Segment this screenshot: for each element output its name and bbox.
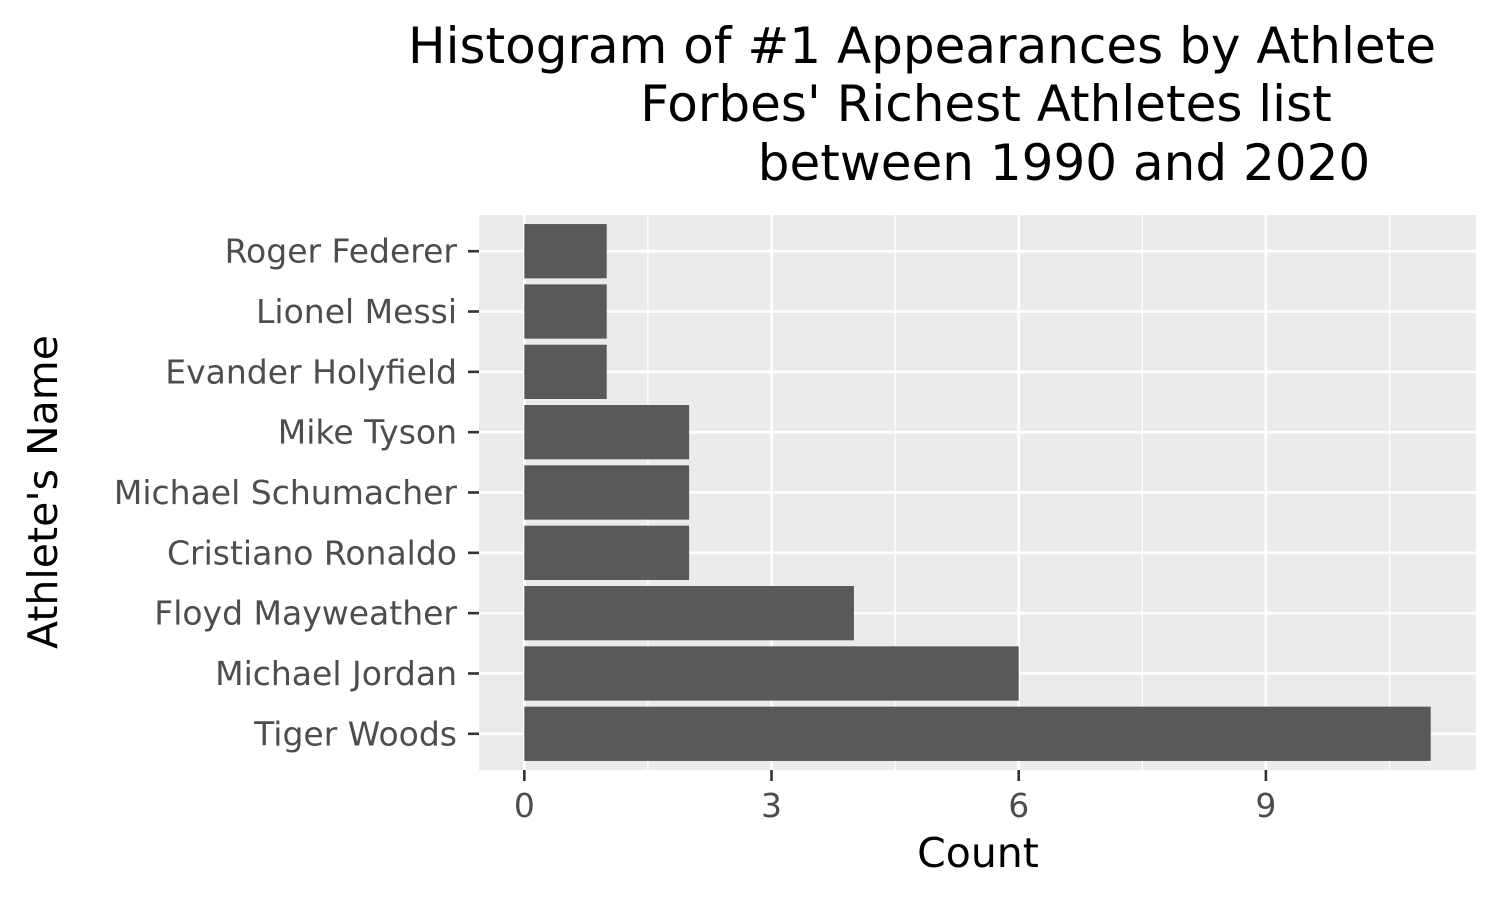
chart-title-line-3: between 1990 and 2020 — [758, 134, 1370, 192]
bar — [524, 525, 690, 580]
x-axis: 0 3 6 9 — [514, 770, 1276, 825]
x-tick-label: 0 — [514, 786, 535, 825]
y-tick-label: Cristiano Ronaldo — [167, 533, 457, 572]
y-tick-label: Michael Jordan — [215, 654, 457, 693]
bar — [524, 344, 607, 399]
y-axis-title: Athlete's Name — [19, 335, 67, 649]
x-tick-label: 3 — [761, 786, 782, 825]
y-tick-label: Tiger Woods — [253, 714, 457, 753]
chart-title: Histogram of #1 Appearances by Athlete F… — [408, 17, 1436, 192]
bar — [524, 465, 690, 520]
y-tick-label: Roger Federer — [225, 232, 458, 271]
bar — [524, 405, 690, 460]
bar — [524, 284, 607, 339]
x-tick-label: 6 — [1008, 786, 1029, 825]
bar — [524, 586, 854, 641]
x-tick-label: 9 — [1255, 786, 1276, 825]
bar — [524, 706, 1431, 761]
y-axis: Tiger Woods Michael Jordan Floyd Mayweathe… — [114, 232, 479, 753]
chart-title-line-1: Histogram of #1 Appearances by Athlete — [408, 17, 1436, 75]
bars — [524, 224, 1431, 761]
y-tick-label: Lionel Messi — [256, 292, 457, 331]
y-tick-label: Evander Holyfield — [165, 352, 457, 391]
bar — [524, 224, 607, 279]
y-tick-label: Mike Tyson — [278, 413, 457, 452]
y-tick-label: Floyd Mayweather — [154, 594, 457, 633]
bar — [524, 646, 1019, 701]
chart-title-line-2: Forbes' Richest Athletes list — [640, 75, 1331, 133]
y-tick-label: Michael Schumacher — [114, 473, 458, 512]
x-axis-title: Count — [917, 829, 1039, 877]
